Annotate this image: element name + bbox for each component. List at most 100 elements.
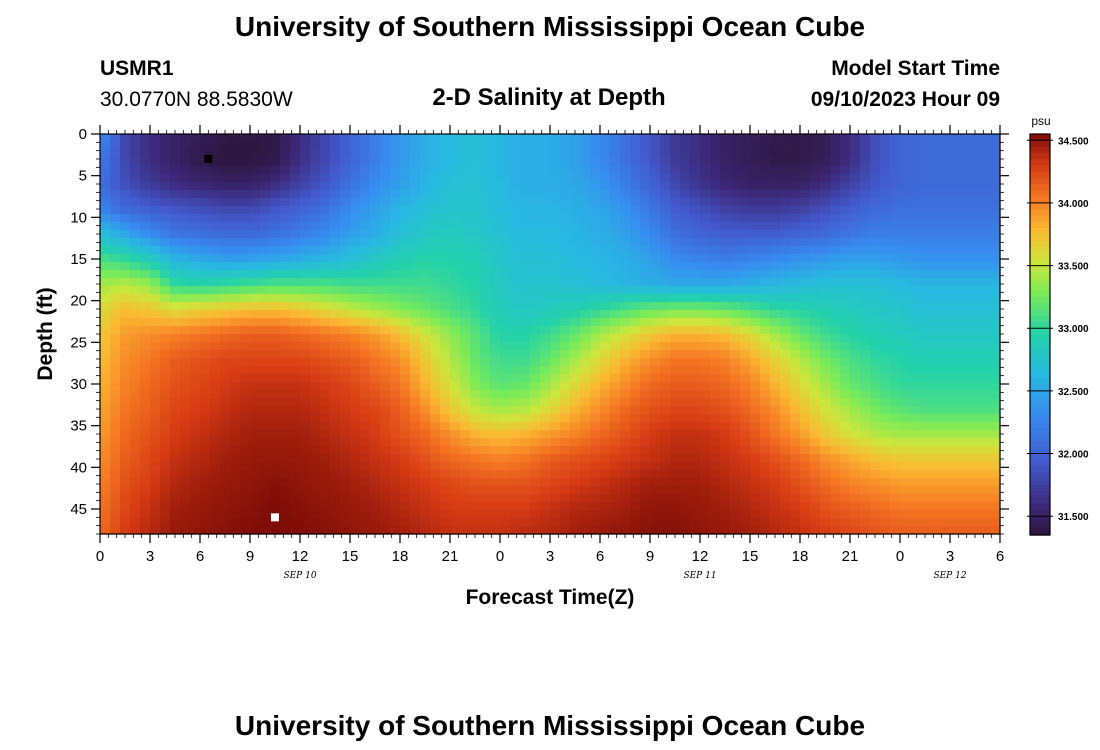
heatmap-cell [980,462,991,471]
heatmap-cell [280,190,291,199]
heatmap-cell [400,438,411,447]
heatmap-cell [260,134,271,143]
heatmap-cell [620,286,631,295]
heatmap-cell [920,454,931,463]
heatmap-cell [370,150,381,159]
heatmap-cell [510,430,521,439]
heatmap-cell [950,294,961,303]
heatmap-cell [700,174,711,183]
heatmap-cell [510,438,521,447]
heatmap-cell [730,190,741,199]
heatmap-cell [410,246,421,255]
heatmap-cell [310,382,321,391]
heatmap-cell [680,502,691,511]
heatmap-cell [580,278,591,287]
heatmap-cell [640,374,651,383]
heatmap-cell [760,446,771,455]
heatmap-cell [310,478,321,487]
heatmap-cell [800,222,811,231]
heatmap-cell [190,214,201,223]
heatmap-cell [470,430,481,439]
heatmap-cell [890,222,901,231]
heatmap-cell [620,374,631,383]
heatmap-cell [600,366,611,375]
heatmap-cell [410,190,421,199]
heatmap-cell [640,246,651,255]
heatmap-cell [490,246,501,255]
heatmap-cell [740,502,751,511]
heatmap-cell [480,166,491,175]
heatmap-cell [980,446,991,455]
heatmap-cell [260,246,271,255]
heatmap-cell [550,462,561,471]
heatmap-cell [460,518,471,527]
heatmap-cell [320,494,331,503]
heatmap-cell [550,366,561,375]
heatmap-cell [480,254,491,263]
heatmap-cell [450,382,461,391]
heatmap-cell [200,518,211,527]
heatmap-cell [880,406,891,415]
heatmap-cell [300,526,311,535]
heatmap-cell [270,470,281,479]
heatmap-cell [380,270,391,279]
heatmap-cell [550,182,561,191]
heatmap-cell [520,454,531,463]
x-tick-label: 15 [342,548,359,565]
heatmap-cell [970,430,981,439]
heatmap-cell [620,262,631,271]
heatmap-cell [640,334,651,343]
heatmap-cell [880,414,891,423]
heatmap-cell [230,510,241,519]
heatmap-cell [260,414,271,423]
heatmap-cell [980,374,991,383]
heatmap-cell [230,134,241,143]
heatmap-cell [570,398,581,407]
heatmap-cell [880,254,891,263]
heatmap-cell [520,182,531,191]
heatmap-cell [780,198,791,207]
heatmap-cell [100,350,111,359]
heatmap-cell [460,150,471,159]
heatmap-cell [740,262,751,271]
heatmap-cell [220,262,231,271]
heatmap-cell [950,526,961,535]
heatmap-cell [130,230,141,239]
heatmap-cell [470,198,481,207]
heatmap-cell [780,334,791,343]
heatmap-cell [480,270,491,279]
heatmap-cell [390,198,401,207]
heatmap-cell [220,302,231,311]
heatmap-cell [700,318,711,327]
heatmap-cell [550,342,561,351]
heatmap-cell [860,510,871,519]
heatmap-cell [660,254,671,263]
colorbar-swatch [1030,171,1050,179]
heatmap-cell [110,334,121,343]
heatmap-cell [650,278,661,287]
heatmap-cell [310,350,321,359]
heatmap-cell [970,166,981,175]
heatmap-cell [890,318,901,327]
heatmap-cell [360,358,371,367]
heatmap-cell [420,142,431,151]
heatmap-cell [950,438,961,447]
heatmap-cell [490,398,501,407]
heatmap-cell [270,462,281,471]
heatmap-cell [470,526,481,535]
heatmap-cell [410,366,421,375]
heatmap-cell [950,214,961,223]
heatmap-cell [770,358,781,367]
heatmap-cell [940,262,951,271]
heatmap-cell [750,398,761,407]
heatmap-cell [230,174,241,183]
heatmap-cell [820,174,831,183]
heatmap-cell [520,494,531,503]
heatmap-cell [550,414,561,423]
heatmap-cell [480,366,491,375]
heatmap-cell [360,286,371,295]
heatmap-cell [810,390,821,399]
heatmap-cell [760,214,771,223]
heatmap-cell [970,246,981,255]
heatmap-cell [740,174,751,183]
